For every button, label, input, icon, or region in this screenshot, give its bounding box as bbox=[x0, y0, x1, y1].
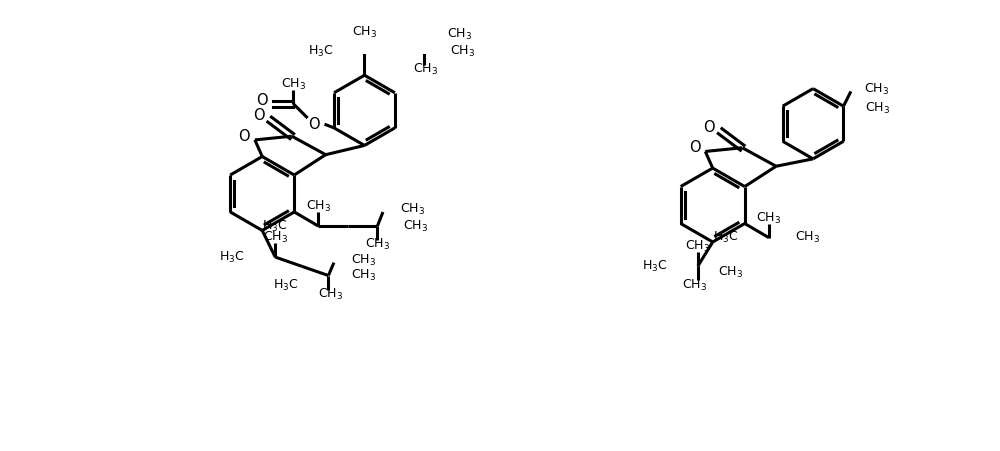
Text: CH$_3$: CH$_3$ bbox=[685, 239, 710, 254]
Text: CH$_3$: CH$_3$ bbox=[263, 230, 288, 245]
Text: CH$_3$: CH$_3$ bbox=[403, 218, 428, 234]
Text: O: O bbox=[689, 140, 700, 155]
Text: CH$_3$: CH$_3$ bbox=[318, 287, 343, 302]
Text: O: O bbox=[256, 93, 268, 108]
Text: CH$_3$: CH$_3$ bbox=[352, 24, 377, 40]
Text: H$_3$C: H$_3$C bbox=[642, 258, 668, 274]
Text: O: O bbox=[253, 108, 265, 123]
Text: CH$_3$: CH$_3$ bbox=[281, 77, 306, 92]
Text: CH$_3$: CH$_3$ bbox=[450, 44, 475, 59]
Text: CH$_3$: CH$_3$ bbox=[795, 230, 820, 245]
Text: H$_3$C: H$_3$C bbox=[713, 230, 738, 245]
Text: CH$_3$: CH$_3$ bbox=[351, 253, 376, 267]
Text: H$_3$C: H$_3$C bbox=[273, 278, 298, 294]
Text: CH$_3$: CH$_3$ bbox=[413, 62, 438, 77]
Text: CH$_3$: CH$_3$ bbox=[351, 268, 376, 283]
Text: CH$_3$: CH$_3$ bbox=[864, 82, 889, 97]
Text: H$_3$C: H$_3$C bbox=[308, 44, 333, 59]
Text: CH$_3$: CH$_3$ bbox=[865, 101, 890, 115]
Text: H$_3$C: H$_3$C bbox=[219, 249, 245, 265]
Text: CH$_3$: CH$_3$ bbox=[400, 202, 425, 217]
Text: CH$_3$: CH$_3$ bbox=[718, 265, 743, 280]
Text: O: O bbox=[308, 117, 320, 132]
Text: CH$_3$: CH$_3$ bbox=[447, 27, 472, 42]
Text: CH$_3$: CH$_3$ bbox=[365, 237, 390, 252]
Text: CH$_3$: CH$_3$ bbox=[756, 211, 781, 226]
Text: O: O bbox=[703, 120, 715, 135]
Text: CH$_3$: CH$_3$ bbox=[306, 199, 331, 214]
Text: H$_3$C: H$_3$C bbox=[262, 218, 288, 234]
Text: O: O bbox=[238, 129, 250, 143]
Text: CH$_3$: CH$_3$ bbox=[682, 278, 707, 293]
